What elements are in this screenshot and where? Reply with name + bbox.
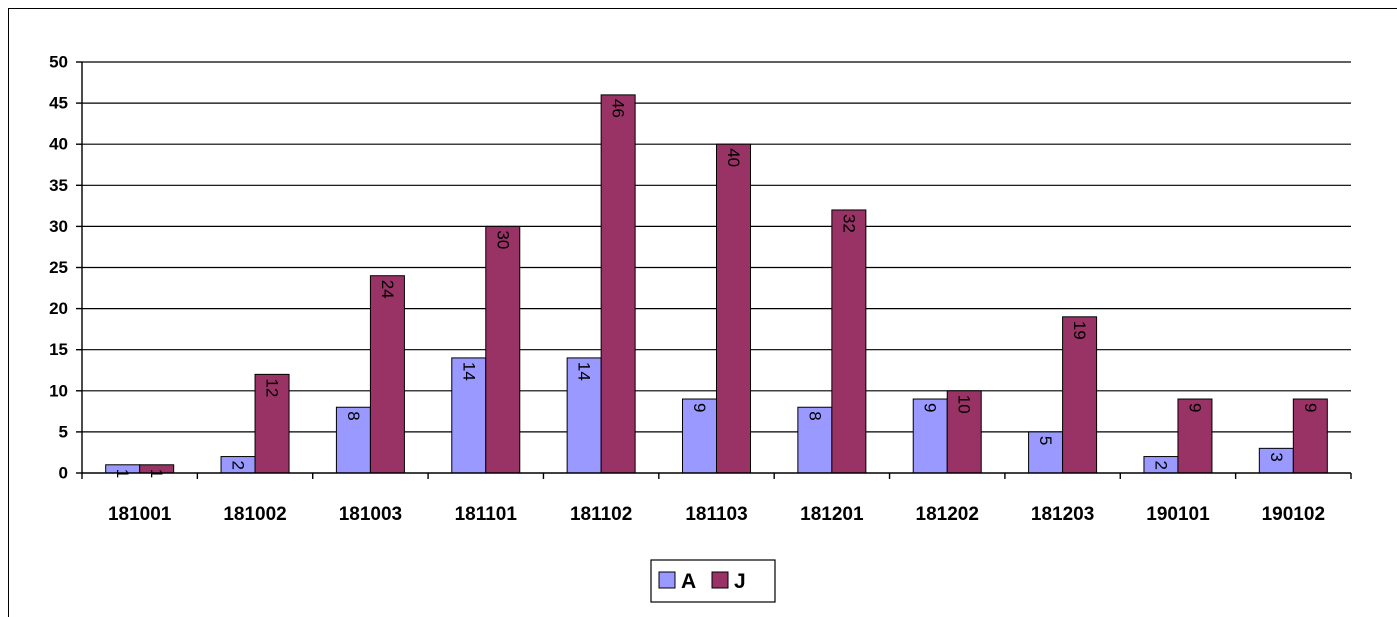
data-label-A-190101: 2 — [1151, 461, 1170, 470]
data-label-J-181103: 40 — [724, 148, 743, 167]
bar-J-181103 — [716, 143, 751, 474]
data-label-A-181103: 9 — [690, 403, 709, 412]
x-tick-label-181202: 181202 — [916, 504, 979, 525]
x-tick-label-190101: 190101 — [1146, 504, 1210, 525]
data-label-J-181102: 46 — [609, 99, 628, 118]
data-label-A-181202: 9 — [921, 403, 940, 412]
data-label-A-181002: 2 — [229, 461, 248, 470]
y-tick-label-45: 45 — [49, 94, 68, 113]
x-tick-label-181001: 181001 — [108, 504, 172, 525]
bar-J-190102 — [1292, 398, 1328, 474]
legend-label-J: J — [734, 570, 746, 593]
data-label-A-181203: 5 — [1036, 436, 1055, 445]
y-tick-label-5: 5 — [59, 422, 68, 441]
axes — [76, 61, 1352, 479]
bar-J-181201 — [831, 209, 867, 474]
y-tick-label-15: 15 — [49, 340, 68, 359]
legend-swatch-A — [658, 571, 676, 589]
data-label-A-190102: 3 — [1267, 452, 1286, 461]
data-label-A-181001: 1 — [113, 469, 132, 478]
x-tick-label-181002: 181002 — [223, 504, 286, 525]
data-label-A-181101: 14 — [459, 362, 478, 381]
x-axis-tick-labels: 181001 181002 181003 181101 181102 181103 1812… — [108, 504, 1325, 525]
bar-J-190101 — [1177, 398, 1213, 474]
bar-A-181203 — [1028, 431, 1064, 474]
y-tick-label-0: 0 — [59, 464, 68, 483]
x-tick-label-181003: 181003 — [339, 504, 402, 525]
legend-swatch-J — [711, 571, 729, 589]
bar-J-181202 — [946, 390, 982, 474]
data-label-J-181203: 19 — [1070, 321, 1089, 340]
bar-A-181201 — [797, 406, 833, 474]
y-tick-label-30: 30 — [49, 217, 68, 236]
x-tick-label-190102: 190102 — [1262, 504, 1325, 525]
data-label-J-181001: 1 — [147, 469, 166, 478]
data-label-J-190101: 9 — [1185, 403, 1204, 412]
y-tick-label-40: 40 — [49, 135, 68, 154]
bar-A-181101 — [451, 357, 487, 474]
data-label-A-181102: 14 — [575, 362, 594, 381]
x-tick-label-181102: 181102 — [570, 504, 632, 525]
y-tick-label-25: 25 — [49, 258, 68, 277]
chart-area — [8, 8, 1397, 617]
bar-A-181202 — [912, 398, 948, 474]
bar-J-181203 — [1062, 316, 1098, 474]
y-axis-tick-labels: 0 5 10 15 20 25 30 35 40 45 50 — [49, 53, 68, 483]
x-tick-label-181101: 181101 — [455, 504, 518, 525]
bar-J-181102 — [600, 94, 636, 474]
data-label-J-190102: 9 — [1301, 403, 1320, 412]
x-tick-label-181201: 181201 — [800, 504, 864, 525]
y-tick-label-50: 50 — [49, 53, 68, 72]
bars — [105, 94, 1328, 474]
y-tick-label-35: 35 — [49, 176, 68, 195]
data-label-J-181101: 30 — [493, 230, 512, 249]
data-label-A-181201: 8 — [805, 411, 824, 420]
bar-J-181101 — [485, 225, 521, 474]
data-label-J-181003: 24 — [378, 280, 397, 299]
bar-J-181002 — [254, 373, 290, 474]
y-tick-label-10: 10 — [49, 381, 68, 400]
data-label-J-181002: 12 — [263, 378, 282, 397]
bar-A-190102 — [1258, 447, 1294, 474]
x-tick-label-181203: 181203 — [1031, 504, 1094, 525]
data-label-A-181003: 8 — [344, 411, 363, 420]
legend-label-A: A — [681, 570, 696, 593]
x-tick-label-181103: 181103 — [685, 504, 747, 525]
data-label-J-181201: 32 — [839, 214, 858, 233]
bar-J-181003 — [369, 275, 405, 474]
y-tick-label-20: 20 — [49, 299, 68, 318]
data-label-J-181202: 10 — [955, 395, 974, 414]
